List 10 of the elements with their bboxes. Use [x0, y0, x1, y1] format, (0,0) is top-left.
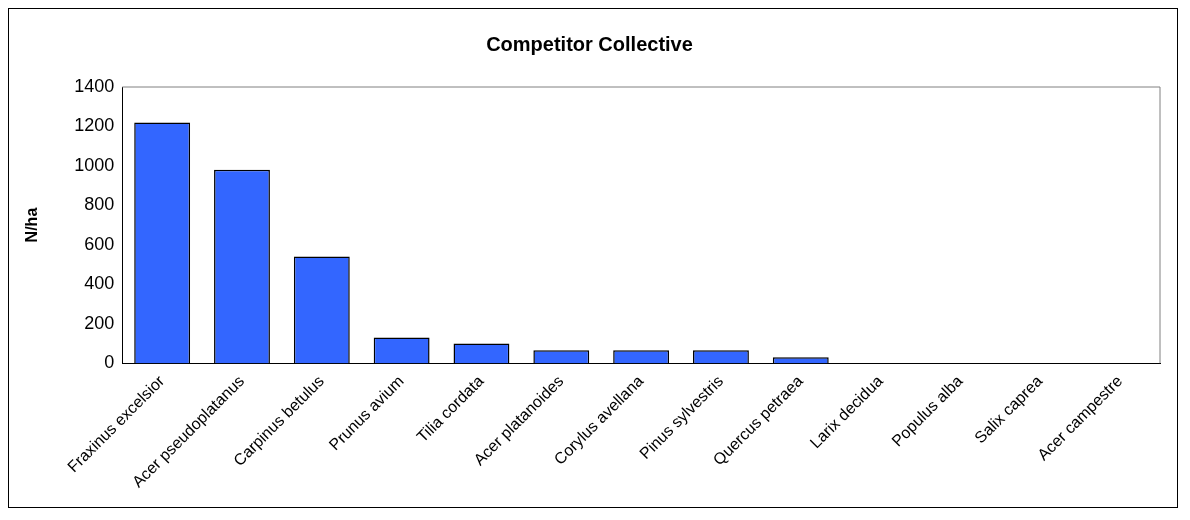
y-tick-label: 1400 [74, 75, 115, 96]
y-tick-label: 1000 [74, 154, 115, 175]
y-tick-label: 600 [84, 233, 115, 254]
y-tick-label: 200 [84, 312, 115, 333]
y-axis-title: N/ha [23, 207, 41, 243]
y-tick-label: 1200 [74, 115, 115, 136]
y-tick-label: 400 [84, 273, 115, 294]
y-tick-label: 0 [104, 352, 115, 373]
chart-title: Competitor Collective [486, 32, 693, 55]
y-tick-label: 800 [84, 194, 115, 215]
